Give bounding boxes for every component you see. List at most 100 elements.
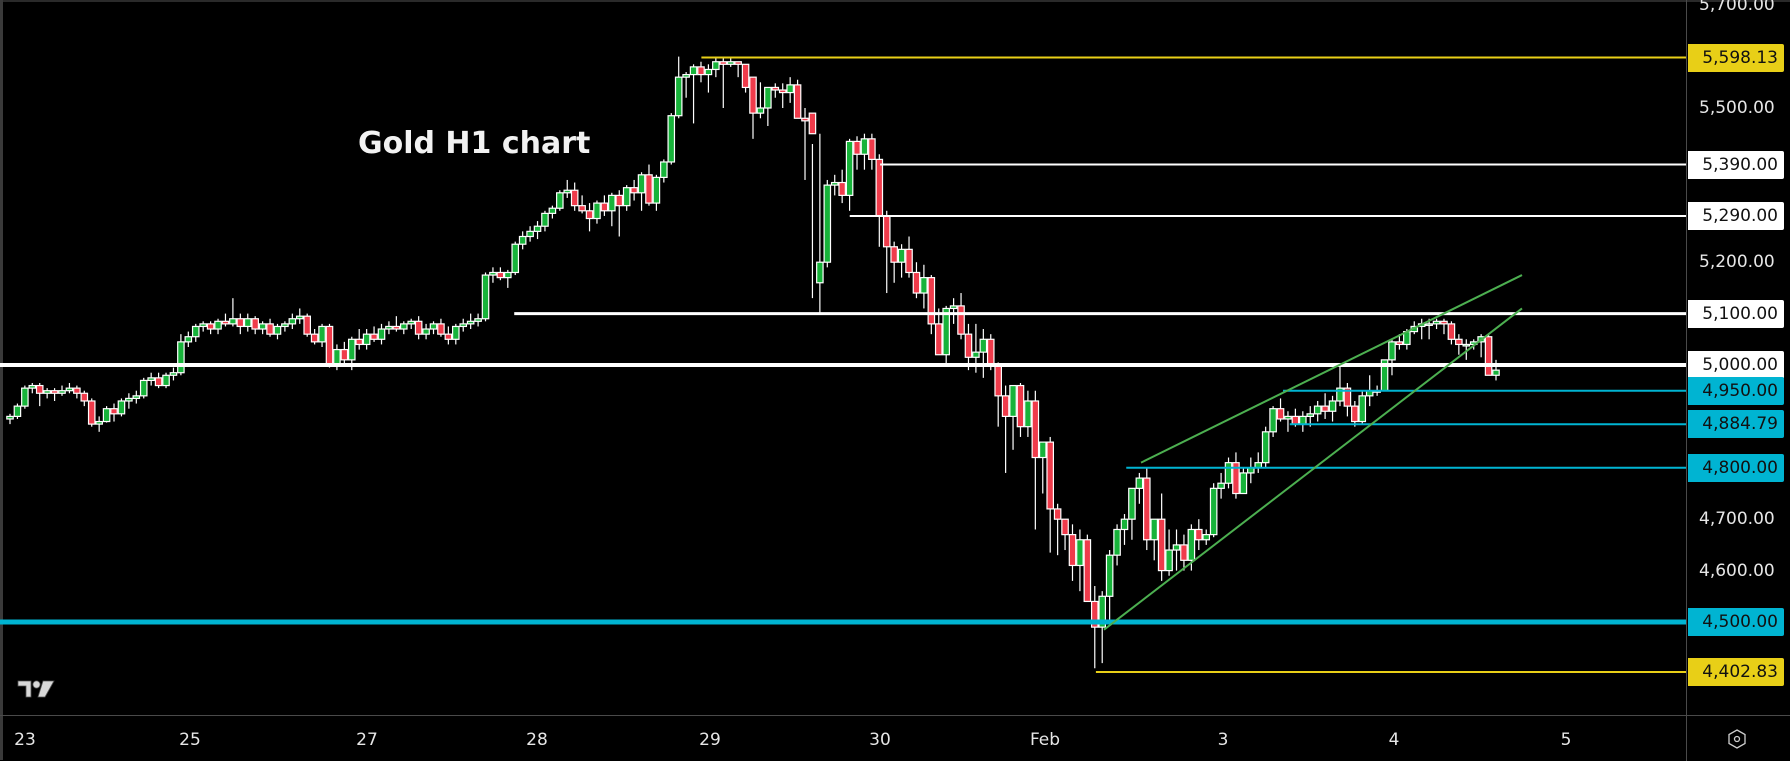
candle[interactable]	[65, 382, 74, 394]
candle[interactable]	[132, 390, 141, 404]
candle[interactable]	[868, 133, 876, 170]
candle[interactable]	[957, 293, 965, 340]
candle[interactable]	[1113, 524, 1121, 566]
candle[interactable]	[830, 174, 839, 196]
candle[interactable]	[1105, 550, 1114, 622]
candle[interactable]	[407, 318, 416, 330]
candle[interactable]	[117, 398, 126, 417]
candle[interactable]	[1180, 534, 1188, 571]
candle[interactable]	[689, 64, 698, 124]
candle[interactable]	[1202, 529, 1211, 545]
candle[interactable]	[1068, 524, 1077, 581]
candle[interactable]	[778, 83, 787, 108]
candle[interactable]	[1284, 411, 1292, 432]
candle[interactable]	[1172, 529, 1181, 571]
candle[interactable]	[979, 329, 988, 378]
candle[interactable]	[749, 76, 757, 139]
candle[interactable]	[399, 321, 408, 335]
candle[interactable]	[1150, 518, 1159, 561]
candle[interactable]	[1254, 452, 1263, 473]
candle[interactable]	[87, 398, 96, 427]
candle[interactable]	[50, 388, 59, 401]
candle[interactable]	[949, 298, 958, 324]
candle[interactable]	[385, 321, 393, 335]
candle[interactable]	[422, 323, 430, 340]
candle[interactable]	[994, 362, 1002, 427]
candle[interactable]	[637, 172, 646, 211]
candle[interactable]	[273, 323, 282, 340]
candle[interactable]	[288, 313, 297, 330]
candle[interactable]	[726, 57, 735, 67]
candle[interactable]	[355, 329, 364, 350]
candle[interactable]	[1299, 411, 1307, 432]
tradingview-logo-icon[interactable]	[17, 680, 55, 698]
price-level-tag[interactable]: 5,100.00	[1688, 299, 1784, 328]
candle[interactable]	[1269, 406, 1277, 437]
price-level-tag[interactable]: 4,800.00	[1688, 453, 1784, 482]
candle[interactable]	[741, 63, 750, 93]
candle[interactable]	[1165, 529, 1173, 576]
candle[interactable]	[593, 200, 601, 224]
candle[interactable]	[608, 192, 616, 227]
candle[interactable]	[318, 323, 326, 348]
candle[interactable]	[1455, 334, 1463, 355]
price-level-tag[interactable]: 5,000.00	[1688, 351, 1784, 379]
candle[interactable]	[214, 318, 222, 335]
candle[interactable]	[1462, 339, 1471, 360]
candle[interactable]	[392, 316, 401, 332]
candle[interactable]	[1261, 426, 1270, 468]
candle[interactable]	[496, 267, 505, 281]
candle[interactable]	[570, 182, 579, 211]
candle[interactable]	[1024, 390, 1032, 437]
candle[interactable]	[845, 138, 854, 211]
candle[interactable]	[110, 403, 118, 422]
candle[interactable]	[340, 341, 349, 365]
candle[interactable]	[719, 57, 728, 108]
candle[interactable]	[1038, 441, 1047, 494]
candle[interactable]	[362, 329, 371, 350]
candle[interactable]	[890, 241, 898, 283]
candle[interactable]	[1098, 591, 1107, 664]
candle[interactable]	[139, 377, 148, 399]
candle[interactable]	[1336, 365, 1344, 407]
candle[interactable]	[1194, 519, 1203, 551]
candle[interactable]	[541, 210, 549, 232]
price-axis[interactable]: 5,700.00 5,500.00 5,200.00 4,700.00 4,600.00…	[1686, 0, 1790, 715]
candle[interactable]	[1083, 534, 1092, 603]
candle[interactable]	[556, 190, 564, 211]
candle[interactable]	[630, 179, 638, 201]
candle[interactable]	[184, 331, 193, 348]
candle[interactable]	[682, 72, 690, 98]
candle[interactable]	[615, 190, 624, 237]
candle[interactable]	[667, 113, 676, 165]
candle[interactable]	[236, 313, 245, 335]
settings-gear-icon[interactable]	[1727, 729, 1747, 749]
candle[interactable]	[1135, 472, 1144, 504]
candle[interactable]	[600, 195, 609, 216]
candle[interactable]	[13, 403, 22, 419]
candle[interactable]	[518, 231, 527, 250]
candle[interactable]	[310, 329, 319, 345]
candle[interactable]	[1232, 452, 1240, 499]
candle[interactable]	[853, 136, 861, 170]
candle[interactable]	[243, 313, 252, 332]
candle[interactable]	[73, 385, 81, 399]
candle[interactable]	[1492, 359, 1500, 381]
candle[interactable]	[258, 321, 267, 335]
candle[interactable]	[860, 133, 869, 170]
candle[interactable]	[927, 275, 936, 335]
candle[interactable]	[533, 221, 542, 240]
candle[interactable]	[585, 203, 594, 232]
candle[interactable]	[1053, 503, 1062, 556]
candle[interactable]	[1276, 398, 1285, 422]
rising-wedge-upper-trendline[interactable]	[1140, 274, 1523, 464]
candle[interactable]	[1351, 400, 1359, 427]
candle[interactable]	[882, 210, 891, 294]
candle[interactable]	[444, 326, 453, 345]
candle[interactable]	[303, 313, 312, 337]
rising-wedge-lower-trendline[interactable]	[1103, 307, 1523, 631]
candle[interactable]	[162, 372, 170, 389]
candle[interactable]	[295, 308, 304, 324]
candle[interactable]	[43, 388, 51, 399]
